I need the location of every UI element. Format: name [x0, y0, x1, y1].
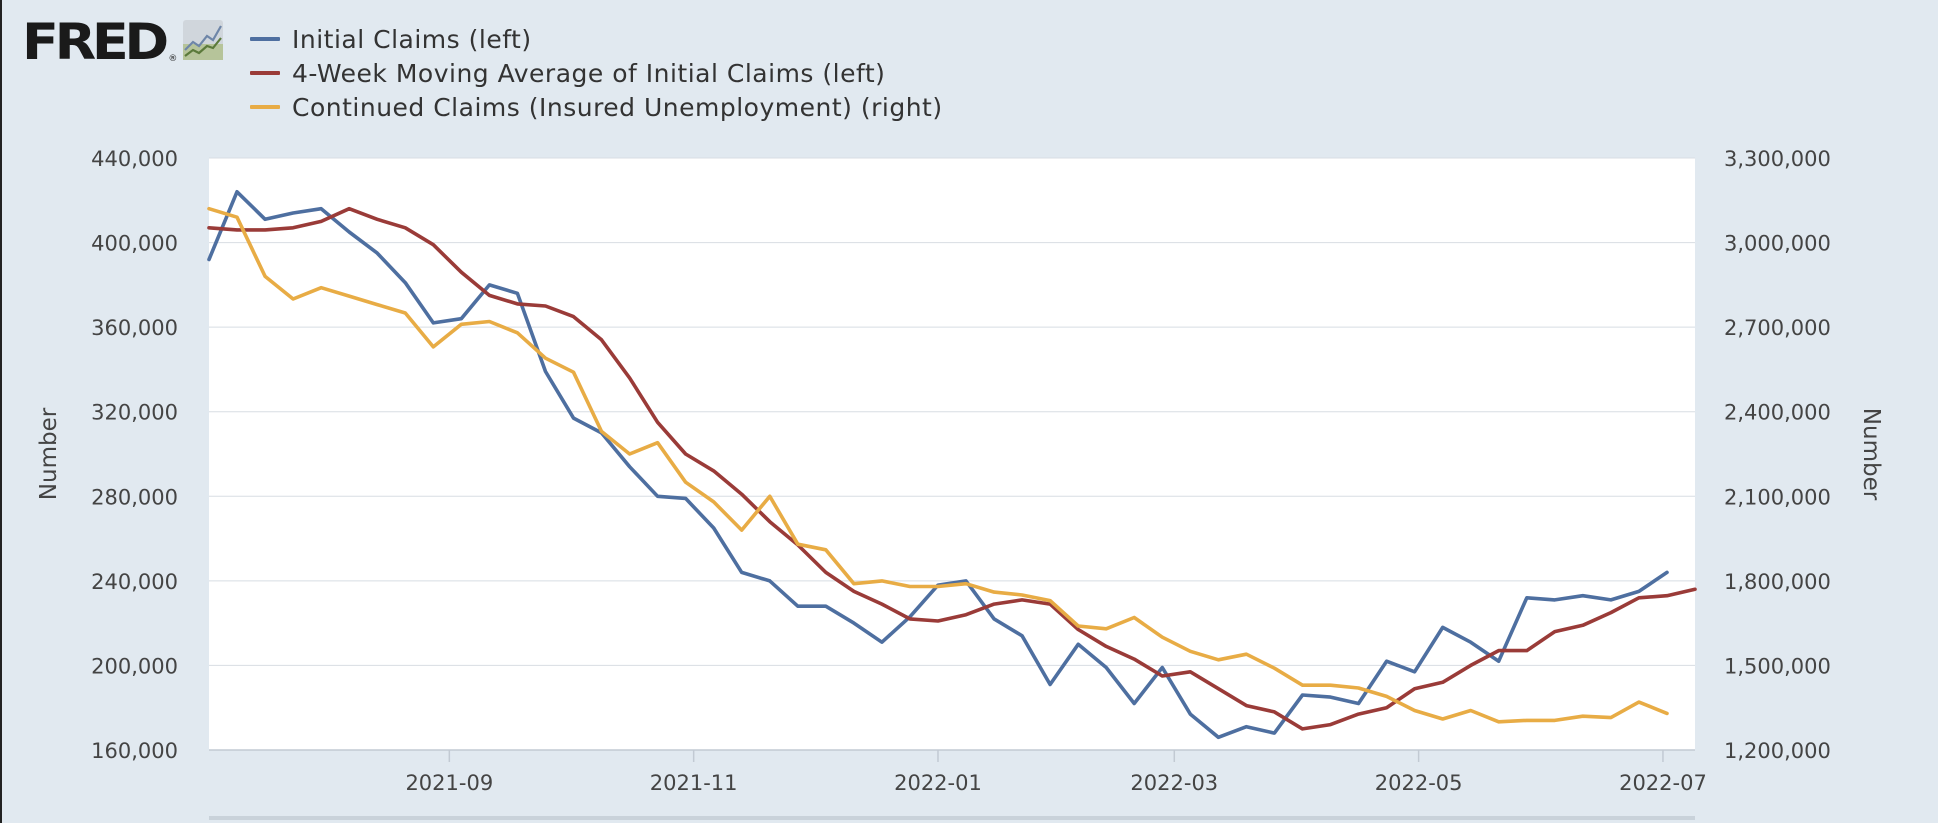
x-tick-label: 2022-01: [894, 771, 982, 795]
series-line-1[interactable]: [207, 206, 1697, 731]
fred-graph-icon: [183, 20, 224, 60]
right-y-tick-label: 2,700,000: [1724, 316, 1831, 340]
x-tick-label: 2022-03: [1130, 771, 1218, 795]
x-tick-label: 2022-05: [1375, 771, 1463, 795]
left-y-tick-label: 240,000: [91, 570, 178, 594]
left-y-tick-label: 200,000: [91, 654, 178, 678]
legend-swatch: [250, 105, 280, 109]
left-y-tick-label: 440,000: [91, 147, 178, 171]
left-y-tick-label: 280,000: [91, 485, 178, 509]
series-line-2[interactable]: [207, 206, 1669, 724]
legend-label: Continued Claims (Insured Unemployment) …: [292, 92, 943, 122]
legend-item-initial-claims[interactable]: Initial Claims (left): [250, 22, 943, 56]
right-y-tick-label: 2,400,000: [1724, 401, 1831, 425]
legend-item-moving-average[interactable]: 4-Week Moving Average of Initial Claims …: [250, 56, 943, 90]
left-y-tick-label: 360,000: [91, 316, 178, 340]
x-tick-label: 2022-07: [1619, 771, 1707, 795]
legend-item-continued-claims[interactable]: Continued Claims (Insured Unemployment) …: [250, 90, 943, 124]
x-axis: 2021-09 2021-11 2022-01 2022-03 2022-05 2022-…: [209, 749, 1707, 795]
right-y-tick-label: 1,500,000: [1724, 654, 1831, 678]
right-y-axis-title: Number: [1858, 408, 1884, 501]
left-y-tick-label: 160,000: [91, 739, 178, 763]
legend-swatch: [250, 37, 280, 41]
series-lines: [207, 190, 1697, 740]
range-scrollbar-track[interactable]: [209, 816, 1695, 820]
left-y-axis-title: Number: [36, 407, 62, 500]
right-y-tick-label: 2,100,000: [1724, 485, 1831, 509]
legend-label: 4-Week Moving Average of Initial Claims …: [292, 58, 886, 88]
legend-swatch: [250, 71, 280, 75]
fred-logo-text: FRED: [22, 13, 169, 71]
plot-area: [209, 158, 1695, 750]
chart-legend: Initial Claims (left) 4-Week Moving Aver…: [250, 22, 943, 124]
left-y-axis: 160,000 200,000 240,000 280,000 320,000 360,0…: [91, 147, 178, 763]
left-y-tick-label: 400,000: [91, 232, 178, 256]
right-y-tick-label: 3,000,000: [1724, 232, 1831, 256]
left-y-tick-label: 320,000: [91, 401, 178, 425]
x-tick-label: 2021-11: [650, 771, 738, 795]
right-y-tick-label: 1,200,000: [1724, 739, 1831, 763]
fred-logo[interactable]: FRED ®: [22, 13, 224, 71]
legend-label: Initial Claims (left): [292, 24, 532, 54]
x-tick-label: 2021-09: [405, 771, 493, 795]
window-left-border: [0, 0, 2, 823]
right-y-axis: 1,200,000 1,500,000 1,800,000 2,100,000 2,40…: [1724, 147, 1831, 763]
right-y-tick-label: 3,300,000: [1724, 147, 1831, 171]
registered-mark: ®: [168, 54, 178, 64]
right-y-tick-label: 1,800,000: [1724, 570, 1831, 594]
